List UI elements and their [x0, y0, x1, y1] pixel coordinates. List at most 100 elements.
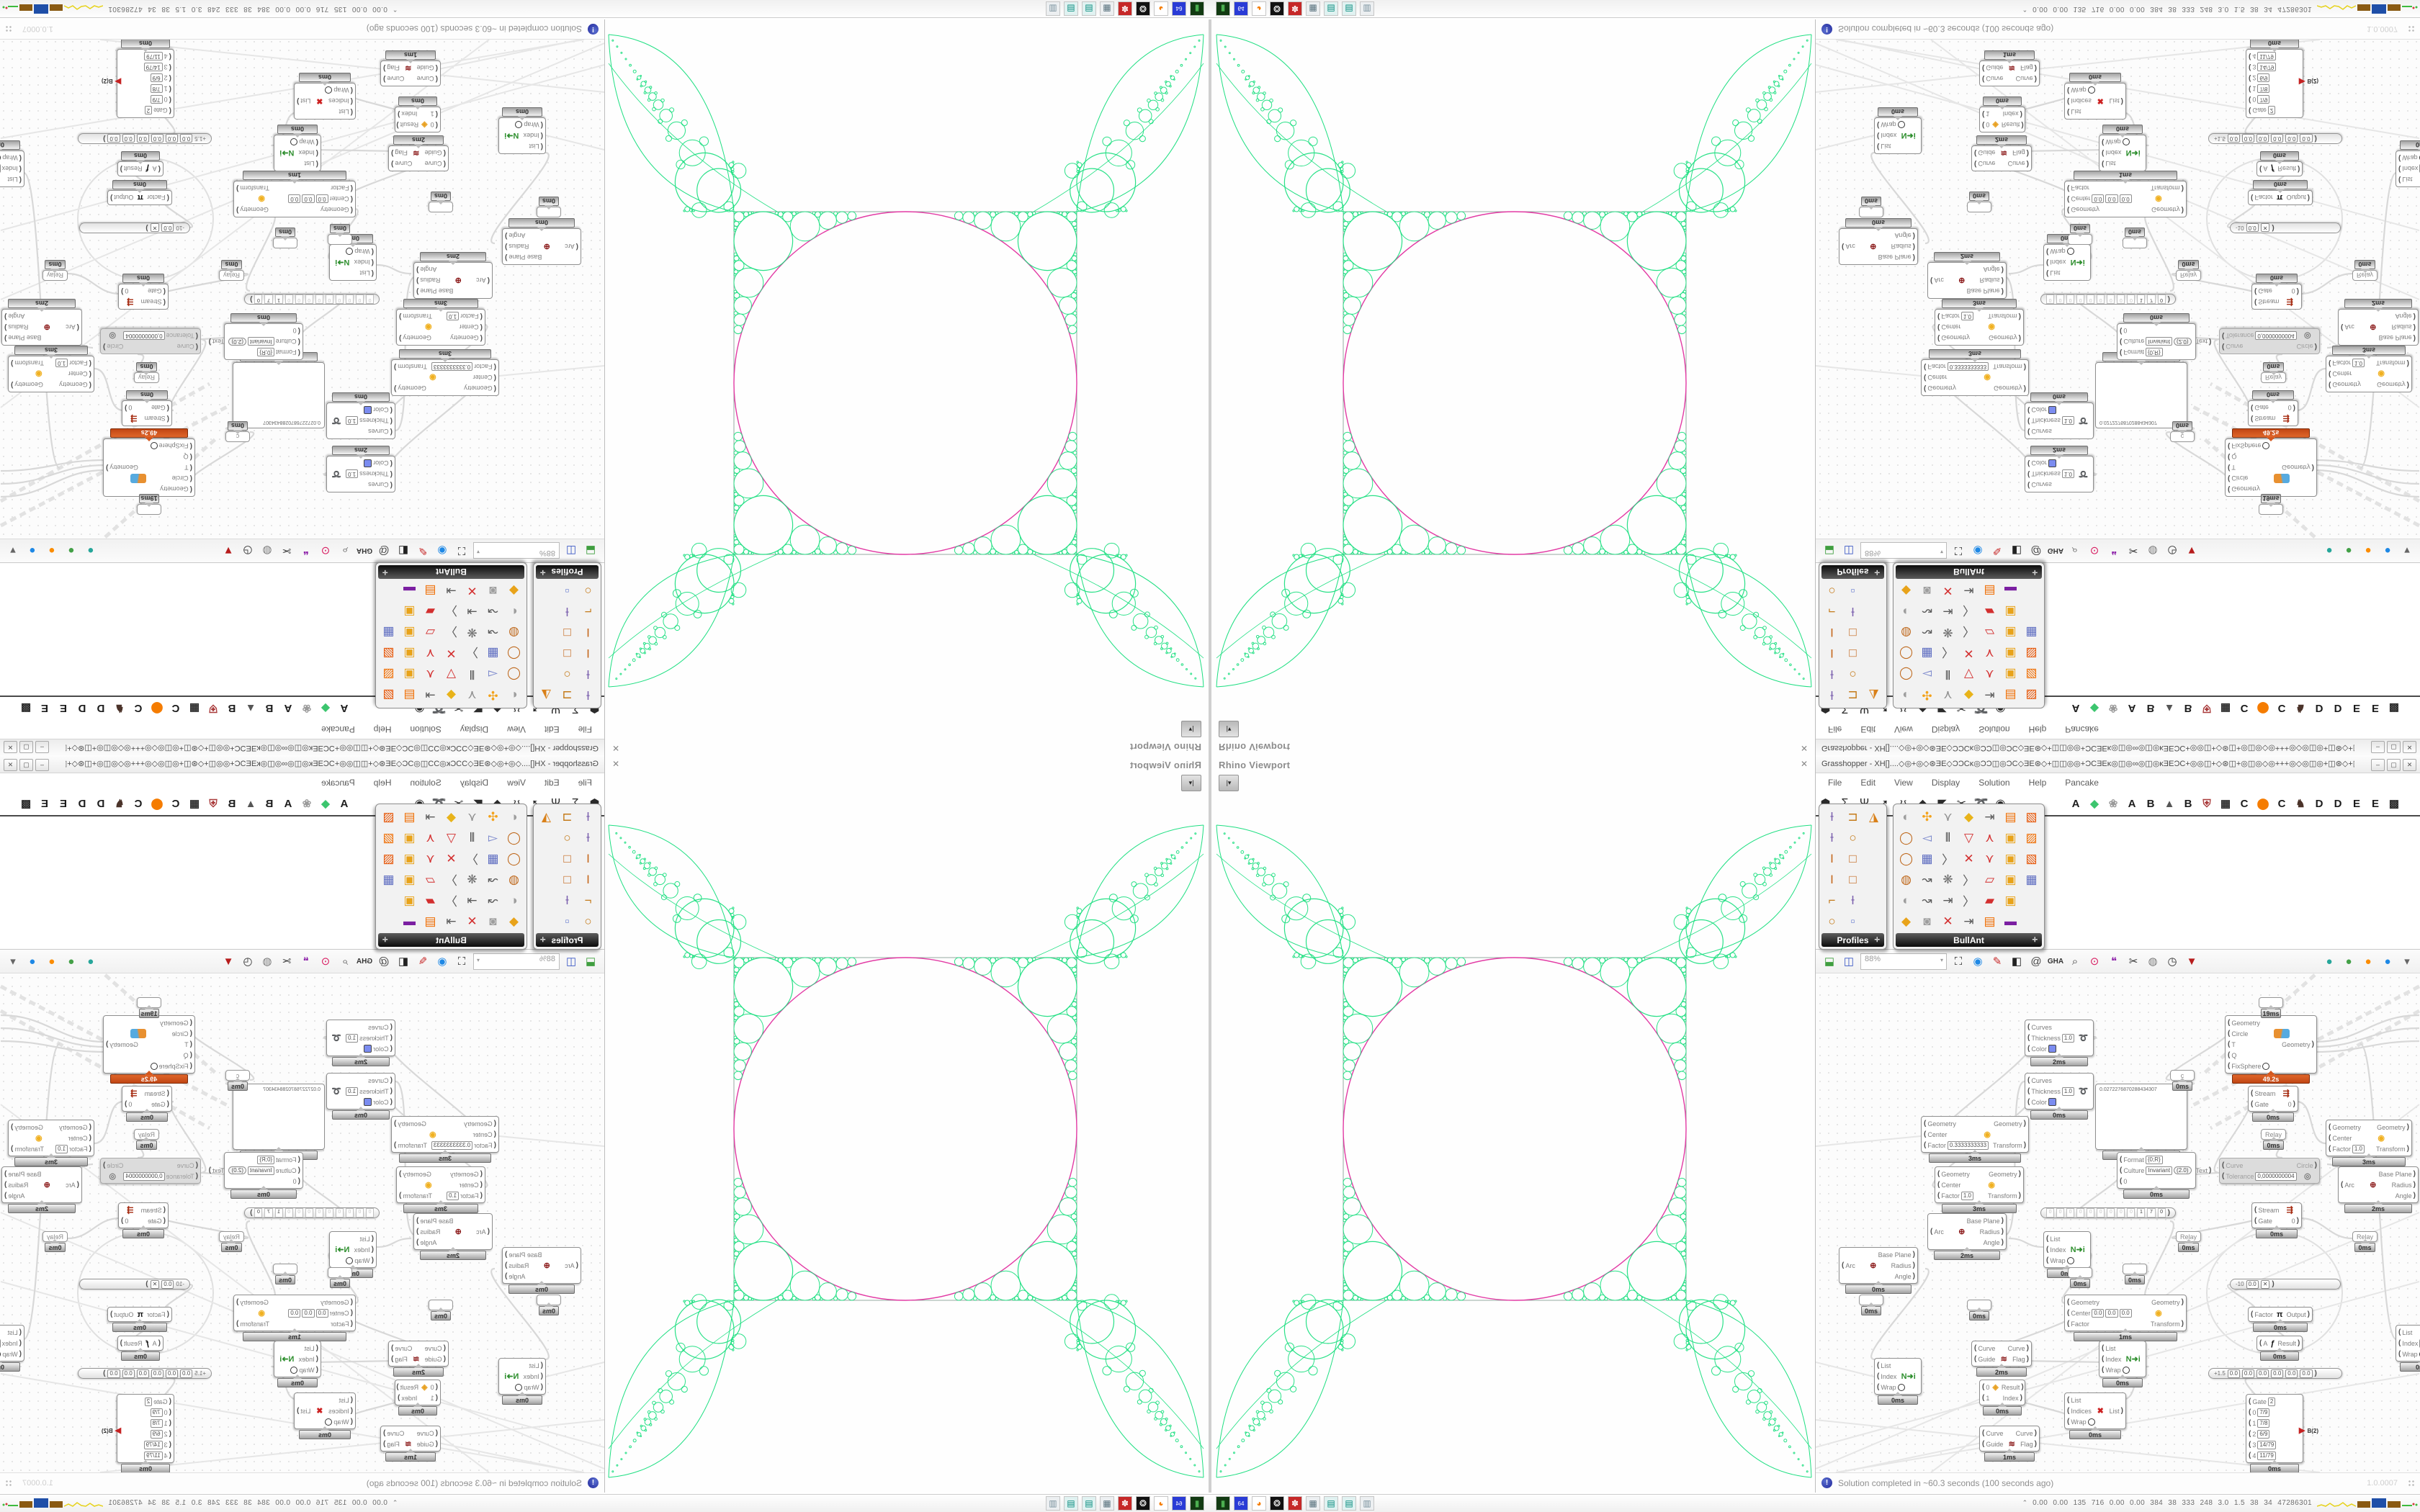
plugin-tab-7[interactable]: ⛨ [2202, 702, 2211, 715]
bullant-component-icon[interactable]: ▣ [403, 626, 416, 640]
plugin-tab-12[interactable]: ♞ [2295, 798, 2305, 810]
gh-node-scale-xyz[interactable]: (Geometry Geometry)(Center 0.0 0.0 0.0 ◉(Fact… [233, 1295, 356, 1341]
notepad2-app-icon[interactable]: ▤ [1342, 1, 1356, 16]
port-grip[interactable]: ( [1930, 276, 1933, 284]
open-file-icon[interactable]: ⬓ [1824, 955, 1835, 968]
port-grip[interactable]: ) [103, 343, 106, 351]
preview-eye-icon[interactable]: ◉ [437, 544, 447, 557]
profiles-component-icon[interactable]: Ɨ [565, 893, 569, 907]
port-grip[interactable]: ) [2018, 1192, 2021, 1200]
gha-icon[interactable]: GHA [356, 546, 373, 555]
port-grip[interactable]: ) [11, 1145, 14, 1153]
cluster-icon[interactable]: ◍ [262, 544, 272, 557]
gh-node-list-item-1[interactable]: (List(Index N➜i(Wrap 0ms [498, 107, 546, 154]
bullant-component-icon[interactable]: 〉 [1963, 603, 1975, 617]
gh-node-list-item-1[interactable]: (List(Index N➜i(Wrap 0ms [498, 1358, 546, 1405]
bullant-component-icon[interactable]: ◙ [1923, 914, 1931, 928]
gh-cap-relay-1[interactable]: Relay 0ms [133, 1129, 159, 1150]
close-button[interactable]: ✕ [2403, 759, 2416, 771]
port-grip[interactable]: ) [2120, 1407, 2124, 1415]
zoom-extents-icon[interactable]: ⛶ [1954, 955, 1963, 968]
bullant-component-icon[interactable]: ◅ [488, 830, 498, 845]
port-grip[interactable]: ( [350, 1320, 353, 1328]
display-sphere-green-icon[interactable]: ● [2345, 544, 2352, 557]
port-grip[interactable]: ( [89, 1134, 91, 1142]
port-grip[interactable]: ( [2249, 63, 2251, 71]
bullant-component-icon[interactable]: ⇥ [446, 584, 457, 598]
bullant-component-icon[interactable]: ▨ [2025, 667, 2038, 682]
zoom-dropdown-icon[interactable]: ▾ [1940, 549, 1943, 556]
palette-more-icon[interactable]: ✛ [1874, 936, 1880, 943]
gh-node-cluster-preview-1[interactable]: (Curves(Thickness 1.0 ➰(Color 2ms [2025, 1020, 2094, 1066]
profiles-component-icon[interactable]: ▫ [565, 584, 570, 598]
display-dropdown-icon[interactable]: ▾ [10, 955, 16, 968]
bullant-component-icon[interactable]: ◐ [1902, 688, 1910, 703]
gh-cap-cap-c[interactable]: 0ms [2068, 224, 2092, 245]
gh-node-pick-choose[interactable]: (0 ◈ Result)(1 Index) 0ms [395, 96, 441, 132]
port-grip[interactable]: ( [2222, 332, 2225, 340]
gh-node-format-text[interactable]: (Format {0;R}(Culture Invariant (2.0) Text)(… [2117, 1152, 2211, 1199]
plugin-tab-4[interactable]: B [265, 702, 274, 715]
bullant-component-icon[interactable]: ◆ [446, 688, 457, 703]
port-grip[interactable]: ( [1842, 1261, 1845, 1269]
port-grip[interactable]: ) [4, 1170, 7, 1178]
port-grip[interactable]: ( [2251, 415, 2254, 423]
port-grip[interactable]: ( [89, 359, 91, 367]
port-grip[interactable]: ) [2001, 1238, 2004, 1246]
port-grip[interactable]: ( [189, 1051, 192, 1059]
display-sphere-orange-icon[interactable]: ● [48, 955, 55, 968]
port-grip[interactable]: ) [103, 1369, 106, 1377]
firefox-app-icon[interactable]: ◕ [1252, 1, 1266, 16]
port-grip[interactable]: ( [315, 1355, 318, 1363]
port-grip[interactable]: ( [2341, 323, 2344, 331]
palette-tab-profiles[interactable]: Profiles ✛ [1821, 565, 1884, 579]
port-grip[interactable]: ) [505, 232, 508, 240]
port-grip[interactable]: ( [390, 470, 393, 478]
port-grip[interactable]: ( [1937, 334, 1940, 342]
gh-cap-cap-b[interactable]: 0ms [1967, 1300, 1991, 1320]
gh-cap-cap-c[interactable]: 0ms [2068, 1267, 2092, 1288]
gh-node-gate-select[interactable]: (Gate 2(0 7/9(1 7/8(2 6/9(3 14/79(4 11/79 ▶ B(2… [102, 40, 174, 118]
port-grip[interactable]: ) [2298, 1339, 2300, 1347]
sketch-pen-icon[interactable]: ✎ [418, 544, 428, 557]
profiles-component-icon[interactable]: □ [563, 647, 571, 661]
port-grip[interactable]: ) [2001, 276, 2004, 284]
display-sphere-green-icon[interactable]: ● [68, 544, 75, 557]
port-grip[interactable]: ( [1924, 1141, 1927, 1149]
gh-node-stream-gate-2[interactable]: (Stream ⇶(Gate 0) 0ms [118, 1202, 169, 1238]
gh-node-format-text[interactable]: (Format {0;R}(Culture Invariant (2.0) Text)(… [2117, 313, 2211, 360]
gh-node-cull-index[interactable]: (List(Indices ✖ List)(Wrap 0ms [2064, 1392, 2126, 1439]
bullant-component-icon[interactable]: ◆ [1963, 809, 1974, 824]
bullant-component-icon[interactable]: ✕ [1942, 584, 1953, 598]
gh-cap-relay-3[interactable]: Relay 0ms [42, 260, 68, 281]
resize-grip[interactable] [5, 25, 12, 33]
zoom-input[interactable]: 88% ▾ [1860, 542, 1947, 559]
palette-tab-bullant[interactable]: BullAnt ✛ [1896, 565, 2042, 579]
port-grip[interactable]: ( [390, 481, 393, 489]
port-grip[interactable]: ( [166, 194, 169, 202]
bullant-component-icon[interactable]: ⋎ [467, 809, 477, 824]
port-grip[interactable]: ) [2034, 1440, 2038, 1448]
gh-node-base-plane-left[interactable]: Base Plane)(Arc ⊕ Radius) Angle) 0ms [502, 218, 581, 265]
viewport-dropdown-button[interactable]: |▾ [1219, 775, 1239, 791]
gh-cap-c-param[interactable]: c 0ms [2170, 1070, 2195, 1091]
save-file-icon[interactable]: ◫ [565, 955, 577, 968]
plugin-tab-14[interactable]: D [2334, 702, 2342, 715]
red-badge-app-icon[interactable]: ✽ [1118, 1496, 1132, 1511]
port-grip[interactable]: ) [2167, 1209, 2170, 1217]
bullant-component-icon[interactable]: ◯ [506, 830, 521, 845]
palette-tab-bullant[interactable]: BullAnt ✛ [378, 565, 524, 579]
plugin-tab-15[interactable]: E [2352, 702, 2360, 715]
port-grip[interactable]: ) [2181, 184, 2184, 192]
port-grip[interactable]: ( [2398, 165, 2401, 173]
bullant-component-icon[interactable]: ◐ [510, 893, 518, 907]
cluster-icon[interactable]: ◍ [2148, 955, 2158, 968]
gh-node-stream-gate-2[interactable]: (Stream ⇶(Gate 0) 0ms [2251, 274, 2302, 310]
port-grip[interactable]: ( [371, 1235, 374, 1243]
gh-node-scale-xyz[interactable]: (Geometry Geometry)(Center 0.0 0.0 0.0 ◉(Fact… [2064, 171, 2187, 217]
gh-cap-cap-a[interactable]: 0ms [1859, 197, 1883, 217]
port-grip[interactable]: ) [394, 1120, 397, 1128]
port-grip[interactable]: ) [250, 295, 253, 303]
display-sphere-blue-icon[interactable]: ● [29, 955, 36, 968]
port-grip[interactable]: ( [315, 1344, 318, 1352]
